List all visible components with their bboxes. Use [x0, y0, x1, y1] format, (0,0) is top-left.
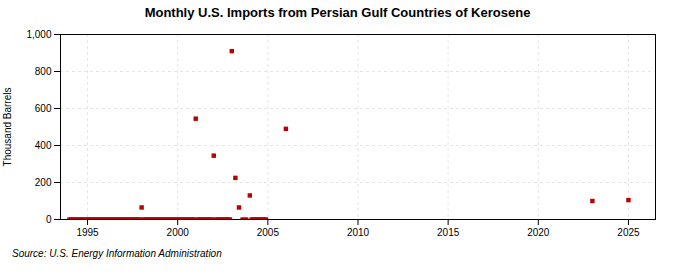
svg-text:2010: 2010	[347, 227, 370, 238]
html-text:Source: U.S. Energy Informatio: Source: U.S. Energy Information Administ…	[12, 248, 222, 259]
svg-text:2015: 2015	[437, 227, 460, 238]
svg-text:600: 600	[35, 103, 52, 114]
svg-text:200: 200	[35, 177, 52, 188]
svg-text:2000: 2000	[167, 227, 190, 238]
svg-text:400: 400	[35, 140, 52, 151]
svg-text:2025: 2025	[617, 227, 640, 238]
svg-text:2005: 2005	[257, 227, 280, 238]
html-text:Monthly U.S. Imports from Pers: Monthly U.S. Imports from Persian Gulf C…	[144, 5, 531, 20]
svg-text:Thousand Barrels: Thousand Barrels	[2, 88, 13, 167]
svg-text:800: 800	[35, 66, 52, 77]
svg-text:0: 0	[46, 214, 52, 225]
svg-text:1995: 1995	[76, 227, 99, 238]
svg-text:2020: 2020	[527, 227, 550, 238]
svg-text:1,000: 1,000	[26, 29, 51, 40]
